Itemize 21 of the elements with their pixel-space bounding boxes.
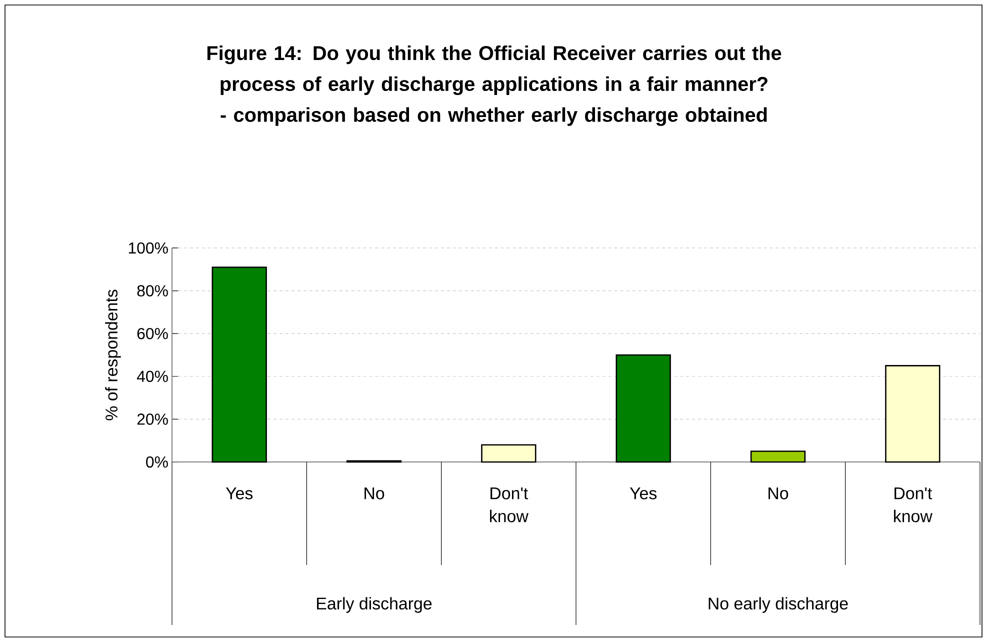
bar (616, 354, 671, 463)
y-tick-label: 40% (136, 370, 168, 382)
text: Early discharge (317, 597, 432, 613)
y-tick-label: 0% (146, 456, 168, 468)
bar (481, 444, 536, 463)
x-tick-label: No (364, 488, 384, 500)
y-tick-label: 20% (137, 414, 168, 425)
y-axis-title: % of respondents (105, 290, 121, 420)
y-tick-label: 100% (128, 242, 168, 254)
bar (750, 450, 806, 463)
x-tick-label: No (768, 488, 788, 500)
bar (212, 266, 267, 463)
x-tick-label: Don't know (894, 488, 932, 522)
x-tick-label: Don't know (490, 488, 528, 522)
text: No early discharge (708, 597, 848, 613)
x-tick-label: Yes (630, 488, 657, 500)
x-tick-label: Yes (226, 488, 253, 500)
y-tick-label: 80% (137, 285, 168, 296)
bar (885, 365, 940, 463)
y-tick-label: 60% (137, 328, 168, 340)
chart-title: Figure 14: Do you think the Official Receiver carries out the process of early discharge applications in a fair manner? - comparison based on whether early discharge obtained (207, 46, 782, 126)
